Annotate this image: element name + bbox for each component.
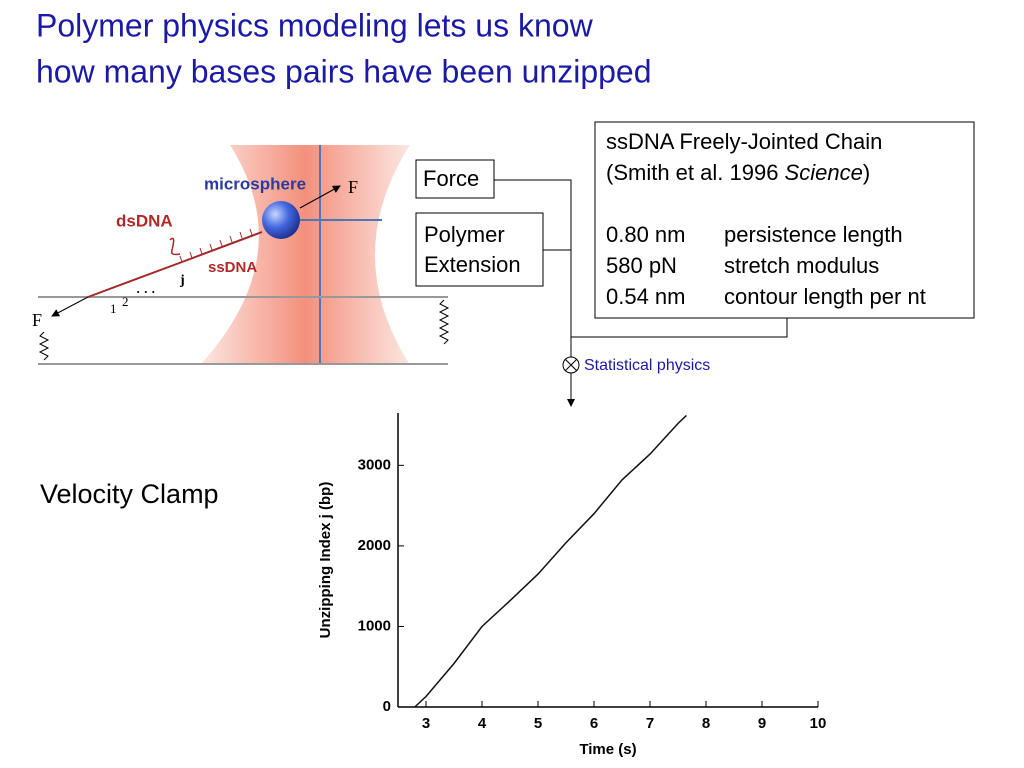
diagram-label: 1 <box>110 301 117 316</box>
diagram-label: ssDNA <box>208 259 257 276</box>
box-label: Extension <box>424 252 521 277</box>
operator-label: Statistical physics <box>584 357 710 374</box>
ssdna-bases <box>179 228 253 263</box>
microsphere <box>262 201 300 239</box>
box-label: (Smith et al. 1996 Science) <box>606 160 870 185</box>
citation: (Smith et al. 1996 <box>606 160 785 185</box>
side-label: Velocity Clamp <box>40 479 219 509</box>
x-tick-label: 9 <box>758 715 766 732</box>
y-tick-label: 2000 <box>358 537 391 554</box>
connector <box>571 318 788 338</box>
y-tick-label: 3000 <box>358 456 391 473</box>
x-tick-label: 10 <box>810 715 827 732</box>
param-value: 0.80 nm <box>606 222 686 247</box>
force-box <box>415 159 495 199</box>
operator <box>564 358 578 372</box>
y-tick-label: 0 <box>383 698 391 715</box>
param-value: 580 pN <box>606 253 677 278</box>
trap-diagram: microsphere dsDNA ssDNA F F 1 2 · · · j <box>32 145 450 365</box>
laser-beam <box>200 145 410 365</box>
ssdna-loop <box>169 237 181 256</box>
x-tick-label: 8 <box>702 715 710 732</box>
spring <box>38 331 50 361</box>
spring <box>438 299 450 345</box>
diagram-label: · · · <box>136 284 156 299</box>
box-label: Force <box>423 166 479 191</box>
chart: Time (s) Unzipping Index j (bp) 3 4 5 6 7 8 9 1… <box>317 413 826 758</box>
x-axis-title: Time (s) <box>579 741 636 758</box>
diagram-label: 2 <box>122 294 129 309</box>
x-tick-label: 7 <box>646 715 654 732</box>
connector <box>494 179 572 357</box>
slide-title: how many bases pairs have been unzipped <box>36 53 652 89</box>
diagram-label: F <box>348 177 358 197</box>
force-arrow <box>51 296 89 317</box>
param-name: persistence length <box>724 222 903 247</box>
diagram-label: j <box>179 273 185 288</box>
x-tick-label: 6 <box>590 715 598 732</box>
slide-title: Polymer physics modeling lets us know <box>36 7 594 43</box>
diagram-label: F <box>32 310 42 330</box>
citation-journal: Science <box>785 160 863 185</box>
param-name: stretch modulus <box>724 253 879 278</box>
y-axis-title: Unzipping Index j (bp) <box>317 482 334 639</box>
param-name: contour length per nt <box>724 284 926 309</box>
y-tick-label: 1000 <box>358 617 391 634</box>
model-rows: 0.80 nm persistence length 580 pN stretch m… <box>606 222 926 309</box>
diagram-label: dsDNA <box>116 211 173 230</box>
model-box <box>594 121 975 319</box>
x-tick-label: 3 <box>422 715 430 732</box>
x-tick-label: 5 <box>534 715 542 732</box>
diagram-label: microsphere <box>204 174 306 193</box>
data-line <box>414 414 687 708</box>
force-arrow <box>299 185 341 209</box>
x-tick-label: 4 <box>478 715 487 732</box>
citation: ) <box>863 160 870 185</box>
param-value: 0.54 nm <box>606 284 686 309</box>
box-label: Polymer <box>424 222 505 247</box>
extension-box <box>415 212 544 287</box>
box-label: ssDNA Freely-Jointed Chain <box>606 129 882 154</box>
